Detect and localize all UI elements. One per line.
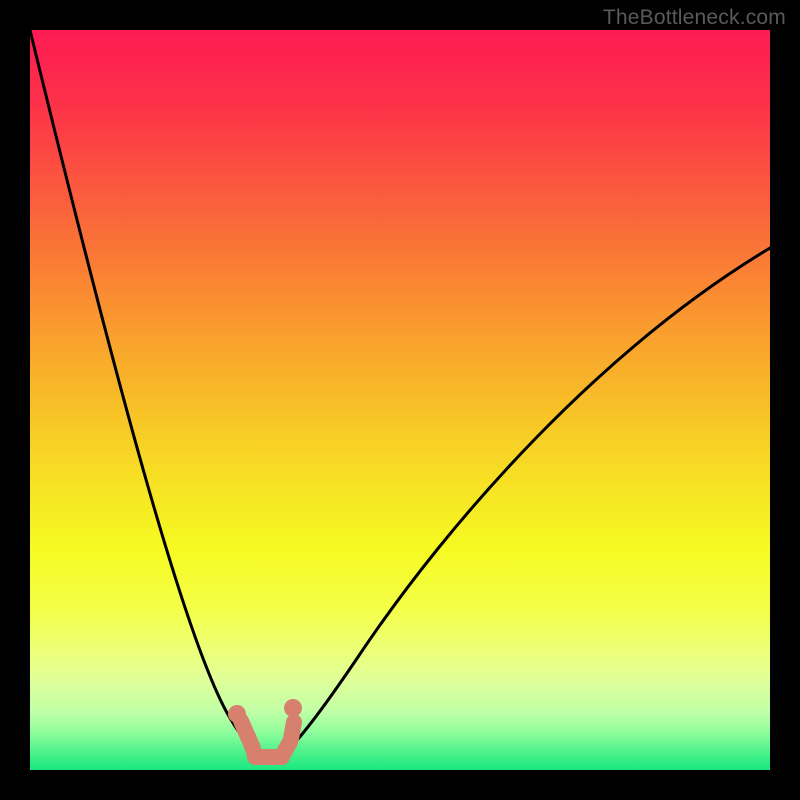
marker-segment — [291, 722, 294, 739]
chart-frame: TheBottleneck.com — [0, 0, 800, 800]
marker-layer — [30, 30, 770, 770]
plot-area — [30, 30, 770, 770]
watermark-text: TheBottleneck.com — [603, 6, 786, 30]
marker-group — [228, 699, 302, 757]
